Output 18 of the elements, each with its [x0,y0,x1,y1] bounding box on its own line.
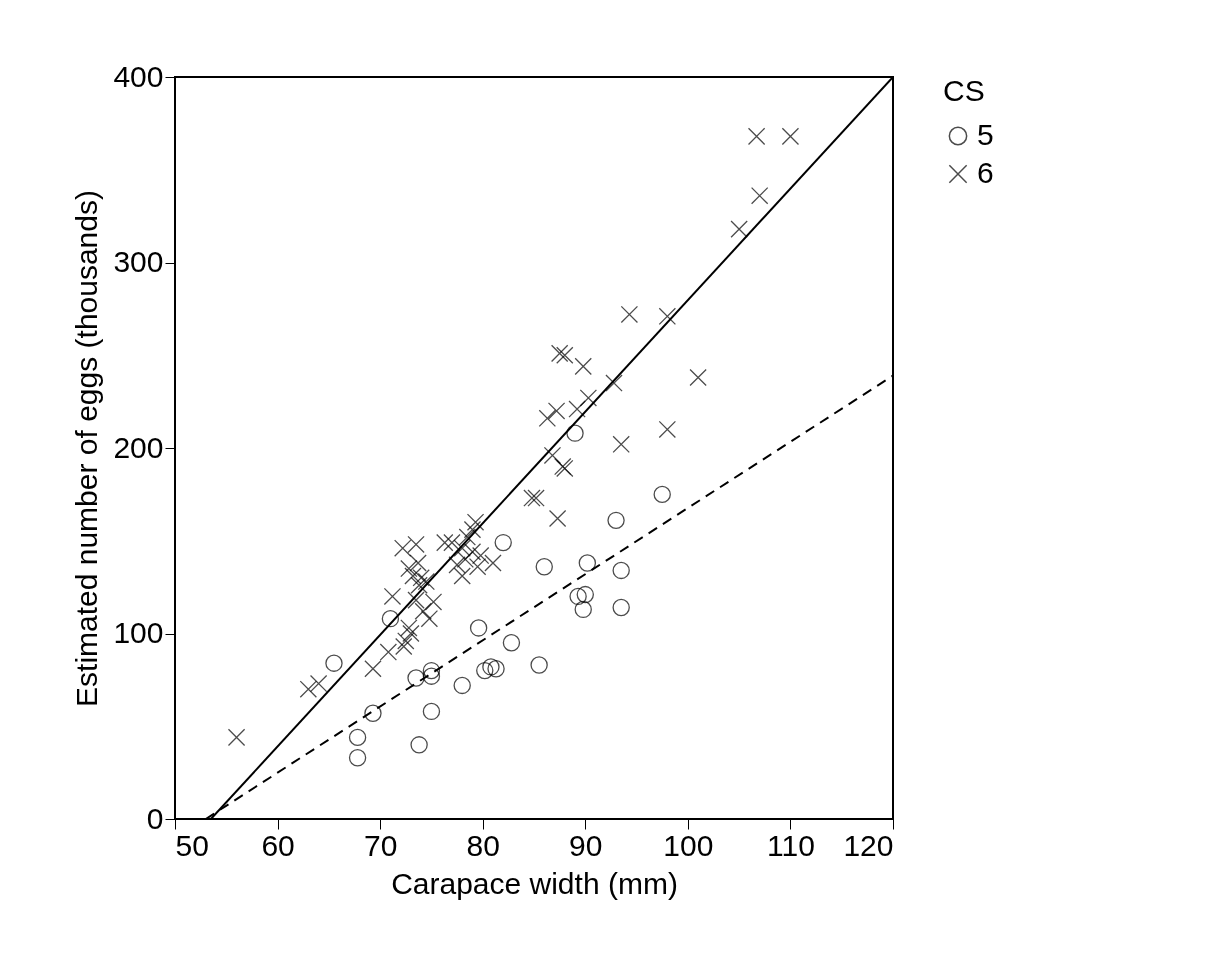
x-tick-label: 60 [261,828,295,862]
x-tick-label: 120 [843,828,894,862]
x-tick-label: 110 [767,828,815,862]
x-axis-title: Carapace width (mm) [391,866,678,900]
x-tick-label: 80 [466,828,500,862]
x-tick-label: 90 [569,828,603,862]
x-tick-label: 50 [175,828,209,862]
legend-label: 6 [977,156,994,189]
legend-title: CS [943,74,985,107]
y-tick-label: 400 [113,59,164,93]
y-tick-label: 100 [113,616,164,649]
y-tick-label: 0 [146,801,164,835]
y-tick-label: 300 [113,245,164,278]
legend-label: 5 [977,118,994,151]
x-tick-label: 100 [663,828,714,862]
x-tick-label: 70 [363,828,398,862]
y-tick-label: 200 [113,430,164,464]
y-axis-title: Estimated number of eggs (thousands) [70,190,104,707]
